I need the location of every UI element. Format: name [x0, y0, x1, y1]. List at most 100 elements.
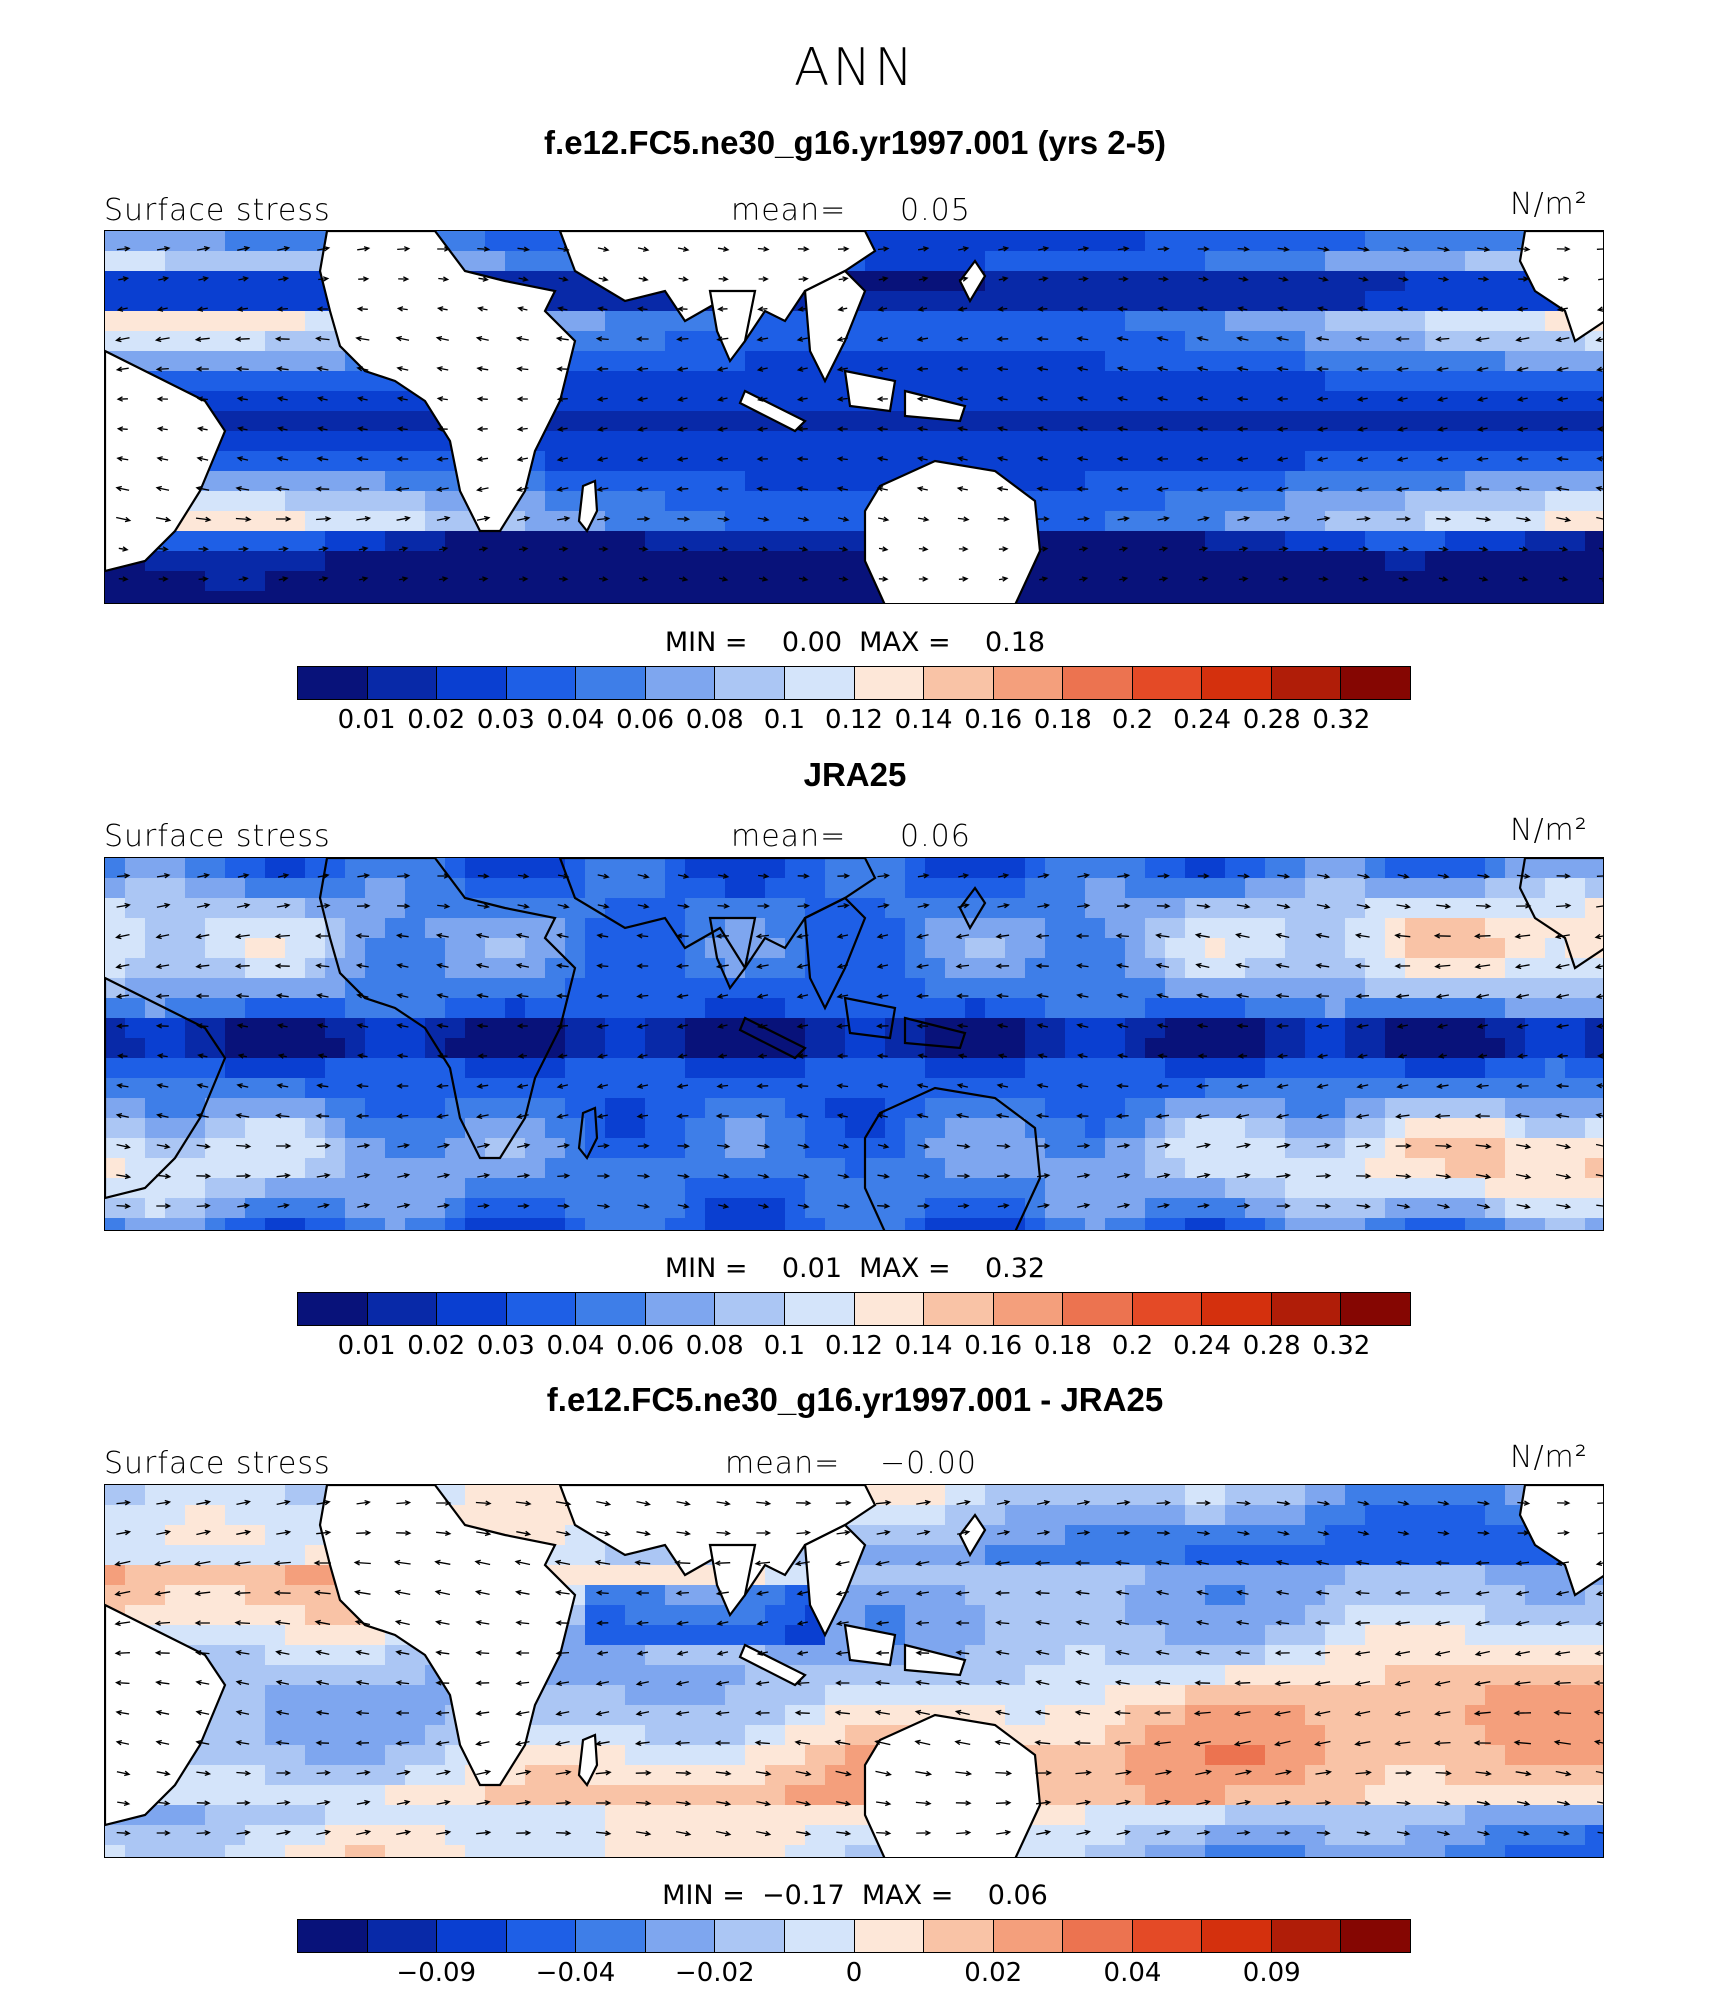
stress-arrow — [355, 1649, 370, 1656]
coastline — [738, 1643, 807, 1687]
stress-arrow — [875, 1650, 890, 1656]
stress-arrow — [718, 576, 729, 582]
stress-arrow — [1274, 1650, 1290, 1656]
stress-arrow — [957, 306, 968, 312]
stress-arrow — [195, 1709, 210, 1716]
stress-arrow — [1195, 1649, 1210, 1656]
stress-arrow — [1237, 1053, 1248, 1059]
colorbar-swatch — [645, 1920, 716, 1952]
stress-arrow — [636, 366, 649, 372]
stress-arrow — [517, 903, 530, 909]
stress-arrow — [757, 903, 770, 909]
stress-arrow — [1518, 576, 1529, 582]
colorbar-swatch — [715, 667, 785, 699]
stress-arrow — [836, 426, 848, 432]
coastline — [863, 1086, 1042, 1230]
stress-arrow — [438, 546, 449, 552]
colorbar-swatch — [1202, 1920, 1272, 1952]
stress-arrow — [516, 366, 529, 372]
panel-3-units: N/m² — [1510, 1440, 1588, 1475]
stress-arrow — [837, 1173, 850, 1179]
stress-arrow — [1478, 576, 1489, 582]
stress-arrow — [677, 426, 688, 432]
stress-arrow — [1435, 993, 1450, 1000]
stress-arrow — [1354, 1740, 1371, 1747]
panel-2-colorbar-ticks: 0.01 0.02 0.03 0.04 0.06 0.08 0.1 0.12 0.14 0.16 0… — [297, 1331, 1411, 1365]
stress-arrow — [1036, 366, 1048, 372]
stress-arrow — [555, 963, 569, 969]
stress-arrow — [276, 1499, 291, 1506]
stress-arrow — [796, 366, 808, 372]
stress-arrow — [876, 336, 889, 342]
stress-arrow — [1196, 993, 1209, 999]
colorbar-swatch — [506, 1920, 577, 1952]
stress-arrow — [1476, 366, 1489, 372]
stress-arrow — [1196, 903, 1211, 909]
stress-arrow — [158, 576, 169, 582]
stress-arrow — [1316, 1173, 1332, 1179]
panel-3-mean-label: mean= — [725, 1446, 841, 1481]
stress-arrow — [1397, 246, 1410, 253]
stress-arrow — [797, 1173, 810, 1179]
stress-arrow — [116, 1203, 132, 1209]
stress-arrow — [1236, 456, 1248, 462]
stress-arrow — [1036, 1799, 1052, 1806]
stress-arrow — [436, 1799, 451, 1806]
stress-arrow — [516, 1142, 531, 1149]
stress-arrow — [796, 1083, 809, 1089]
stress-arrow — [1237, 306, 1248, 312]
stress-arrow — [554, 1559, 571, 1566]
stress-arrow — [995, 1770, 1013, 1776]
stress-arrow — [874, 1709, 891, 1716]
stress-arrow — [757, 1053, 767, 1059]
stress-arrow — [475, 962, 489, 969]
stress-arrow — [397, 1143, 411, 1149]
stress-arrow — [1515, 486, 1530, 492]
stress-arrow — [956, 1143, 971, 1150]
stress-arrow — [276, 516, 292, 522]
stress-arrow — [116, 516, 132, 523]
colorbar-tick-label: 0.24 — [1173, 705, 1232, 735]
stress-arrow — [675, 1680, 689, 1687]
stress-arrow — [596, 1023, 609, 1029]
stress-arrow — [116, 396, 128, 402]
colorbar-swatch — [367, 1920, 438, 1952]
stress-arrow — [756, 1590, 769, 1596]
panel-3-colorbar — [297, 1919, 1411, 1953]
stress-arrow — [316, 516, 332, 522]
stress-arrow — [1196, 1083, 1209, 1089]
stress-arrow — [1314, 1710, 1331, 1717]
colorbar-swatch — [1341, 1293, 1410, 1325]
stress-arrow — [957, 1173, 971, 1179]
stress-arrow — [1194, 1680, 1211, 1686]
stress-arrow — [396, 1829, 412, 1836]
colorbar-tick-label: 0.03 — [476, 1331, 535, 1361]
stress-arrow — [1555, 1083, 1569, 1089]
stress-arrow — [797, 1143, 810, 1149]
stress-arrow — [1356, 1173, 1372, 1179]
stress-arrow — [277, 426, 288, 432]
stress-arrow — [395, 933, 409, 939]
colorbar-tick-label: 0.32 — [1312, 705, 1371, 735]
stress-arrow — [756, 1083, 769, 1089]
stress-arrow — [476, 396, 488, 402]
stress-arrow — [794, 1710, 810, 1716]
stress-arrow — [477, 1053, 488, 1059]
stress-arrow — [1236, 1799, 1252, 1806]
stress-arrow — [1354, 1680, 1371, 1687]
stress-arrow — [516, 1083, 529, 1089]
stress-arrow — [116, 1083, 129, 1089]
stress-arrow — [1436, 1800, 1451, 1807]
stress-arrow — [1437, 1500, 1450, 1506]
stress-arrow — [1315, 932, 1330, 939]
stress-arrow — [1157, 873, 1170, 879]
stress-arrow — [836, 963, 849, 969]
stress-arrow — [597, 873, 610, 879]
stress-arrow — [1155, 962, 1170, 969]
panel-1-mean-value: 0.05 — [900, 193, 971, 228]
stress-arrow — [636, 486, 649, 492]
stress-arrow — [1518, 276, 1530, 282]
stress-arrow — [918, 576, 929, 582]
stress-arrow — [915, 1770, 933, 1777]
stress-arrow — [356, 1530, 372, 1536]
